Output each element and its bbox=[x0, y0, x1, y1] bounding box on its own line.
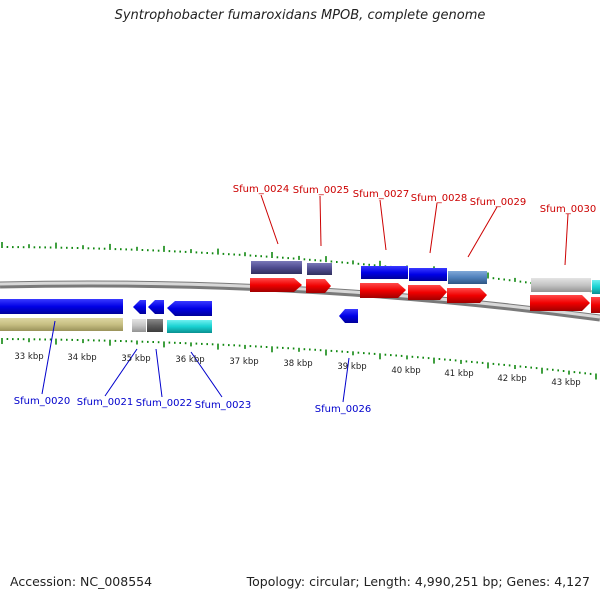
kbp-label: 40 kbp bbox=[391, 366, 420, 376]
gene-labels-bottom: Sfum_0020 Sfum_0021 Sfum_0022 Sfum_0023 … bbox=[14, 396, 371, 415]
gene-sfum-0029-rna[interactable] bbox=[448, 271, 487, 284]
accession-text: Accession: NC_008554 bbox=[10, 574, 153, 589]
gene-sfum-0024-rna[interactable] bbox=[251, 261, 302, 274]
gene-sfum-0022-rna[interactable] bbox=[147, 319, 163, 332]
gene-label-sfum-0029[interactable]: Sfum_0029 bbox=[470, 197, 526, 208]
gene-sfum-0025[interactable] bbox=[306, 279, 331, 293]
topology-text: Topology: circular; Length: 4,990,251 bp… bbox=[246, 574, 590, 589]
label-leader-lines bbox=[41, 194, 569, 403]
gene-sfum-0025-rna[interactable] bbox=[307, 263, 332, 275]
gene-sfum-0030-rna[interactable] bbox=[531, 278, 591, 292]
gene-label-sfum-0028[interactable]: Sfum_0028 bbox=[411, 193, 467, 204]
kbp-scale-labels: 33 kbp 34 kbp 35 kbp 36 kbp 37 kbp 38 kb… bbox=[14, 352, 580, 388]
kbp-label: 42 kbp bbox=[497, 374, 526, 384]
gene-sfum-0021[interactable] bbox=[133, 300, 146, 314]
gene-sfum-0023-rna[interactable] bbox=[167, 320, 212, 333]
kbp-label: 34 kbp bbox=[67, 353, 96, 363]
gene-sfum-0021-rna[interactable] bbox=[132, 319, 146, 332]
gene-sfum-0020[interactable] bbox=[0, 299, 123, 314]
gene-sfum-0022[interactable] bbox=[148, 300, 164, 314]
gene-label-sfum-0020[interactable]: Sfum_0020 bbox=[14, 396, 70, 407]
gene-sfum-0020-rna[interactable] bbox=[0, 318, 123, 331]
gene-label-sfum-0025[interactable]: Sfum_0025 bbox=[293, 185, 349, 196]
reverse-strand-features bbox=[0, 299, 358, 333]
genome-backbone-highlight bbox=[0, 281, 600, 319]
gene-label-sfum-0024[interactable]: Sfum_0024 bbox=[233, 184, 289, 195]
kbp-label: 37 kbp bbox=[229, 357, 258, 367]
gene-sfum-0028[interactable] bbox=[408, 285, 447, 300]
gene-sfum-0028-rna[interactable] bbox=[409, 268, 447, 281]
gene-sfum-0026[interactable] bbox=[339, 309, 358, 323]
kbp-label: 35 kbp bbox=[121, 354, 150, 364]
gene-label-sfum-0021[interactable]: Sfum_0021 bbox=[77, 397, 133, 408]
kbp-label: 39 kbp bbox=[337, 362, 366, 372]
genome-title: Syntrophobacter fumaroxidans MPOB, compl… bbox=[114, 8, 486, 23]
kbp-label: 38 kbp bbox=[283, 359, 312, 369]
gene-label-sfum-0022[interactable]: Sfum_0022 bbox=[136, 398, 192, 409]
gene-sfum-0027[interactable] bbox=[360, 283, 406, 298]
gene-sfum-0029[interactable] bbox=[447, 288, 487, 303]
gene-label-sfum-0026[interactable]: Sfum_0026 bbox=[315, 404, 371, 415]
forward-strand-features bbox=[250, 261, 600, 313]
kbp-label: 43 kbp bbox=[551, 378, 580, 388]
gene-label-sfum-0023[interactable]: Sfum_0023 bbox=[195, 400, 251, 411]
lower-tick-row bbox=[1, 338, 597, 380]
gene-sfum-0030-b[interactable] bbox=[591, 297, 600, 313]
gene-label-sfum-0027[interactable]: Sfum_0027 bbox=[353, 189, 409, 200]
gene-sfum-0027-rna[interactable] bbox=[361, 266, 408, 279]
gene-sfum-0030[interactable] bbox=[530, 295, 590, 311]
kbp-label: 36 kbp bbox=[175, 355, 204, 365]
gene-labels-top: Sfum_0024 Sfum_0025 Sfum_0027 Sfum_0028 … bbox=[233, 184, 596, 215]
kbp-label: 33 kbp bbox=[14, 352, 43, 362]
gene-sfum-0030-rna-b[interactable] bbox=[592, 280, 600, 294]
gene-sfum-0023[interactable] bbox=[167, 301, 212, 316]
gene-sfum-0024[interactable] bbox=[250, 278, 302, 292]
kbp-label: 41 kbp bbox=[444, 369, 473, 379]
gene-label-sfum-0030[interactable]: Sfum_0030 bbox=[540, 204, 596, 215]
